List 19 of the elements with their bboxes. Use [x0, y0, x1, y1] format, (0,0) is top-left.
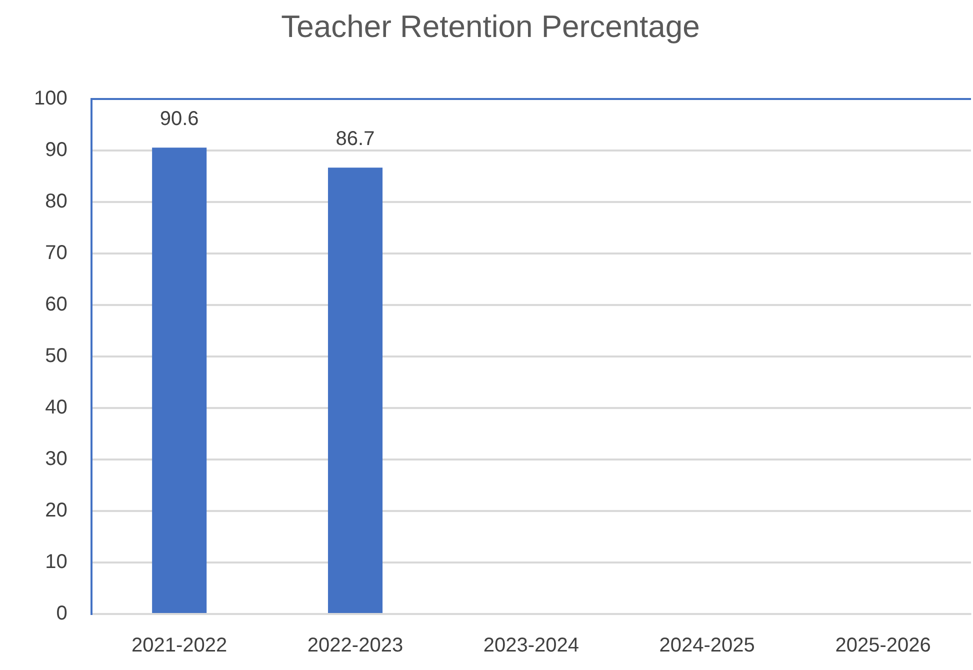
y-tick-label: 0 [56, 602, 68, 625]
y-tick-label: 30 [45, 448, 68, 470]
x-tick-label: 2021-2022 [132, 634, 228, 657]
y-tick-label: 50 [45, 345, 68, 368]
y-tick-label: 100 [34, 88, 68, 110]
y-tick-label: 10 [45, 551, 68, 574]
y-tick-label: 80 [45, 190, 68, 213]
y-tick-label: 90 [45, 139, 68, 162]
x-tick-label: 2023-2024 [483, 634, 580, 657]
x-tick-label: 2022-2023 [307, 634, 404, 657]
x-tick-label: 2025-2026 [835, 634, 931, 657]
chart-title: Teacher Retention Percentage [281, 9, 700, 44]
data-label: 90.6 [160, 108, 199, 130]
y-tick-label: 20 [45, 500, 68, 522]
y-tick-label: 70 [45, 242, 68, 264]
data-label: 86.7 [336, 128, 375, 150]
x-tick-label: 2024-2025 [659, 634, 755, 657]
y-tick-label: 60 [45, 294, 68, 316]
y-tick-label: 40 [45, 396, 68, 419]
